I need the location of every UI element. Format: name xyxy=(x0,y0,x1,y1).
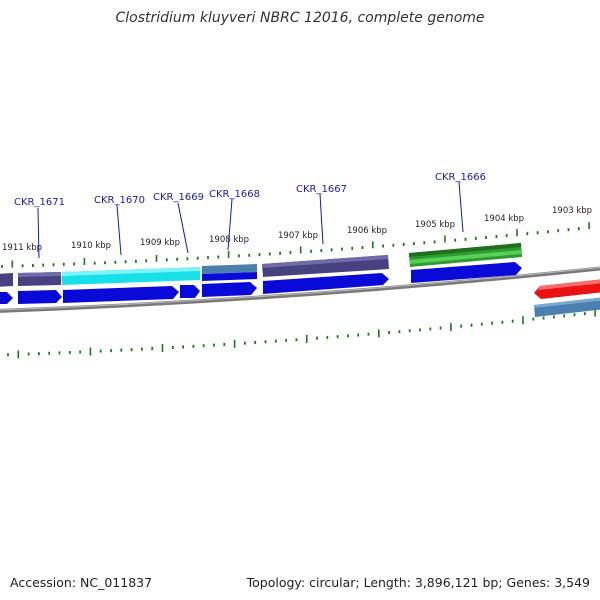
outer-tick-ring xyxy=(1,222,590,268)
gene-arrow-blue xyxy=(0,292,13,304)
gene-feature-dark-blue xyxy=(0,273,13,287)
gene-feature-green xyxy=(409,250,522,264)
kbp-label: 1904 kbp xyxy=(484,214,524,224)
gene-feature-blue xyxy=(202,272,257,281)
gene-arrow-blue xyxy=(411,262,522,283)
gene-feature-green xyxy=(409,243,521,257)
accession-text: Accession: NC_011837 xyxy=(10,575,153,590)
genome-backbone xyxy=(0,266,600,313)
gene-feature-steel xyxy=(202,264,257,274)
gene-label-ckr-1669[interactable]: CKR_1669 xyxy=(153,192,204,203)
gene-feature-cyan xyxy=(62,267,200,276)
gene-label-ckr-1668[interactable]: CKR_1668 xyxy=(209,189,260,200)
kbp-label: 1903 kbp xyxy=(552,206,592,216)
kbp-label: 1907 kbp xyxy=(278,231,318,241)
inner-tick-ring xyxy=(7,308,596,359)
gene-leader-lines xyxy=(37,181,464,259)
gene-arrow-red xyxy=(538,279,600,290)
gene-labels: CKR_1671 CKR_1670 CKR_1669 CKR_1668 CKR_… xyxy=(14,172,486,208)
gene-feature-dark-blue xyxy=(18,272,61,277)
gene-feature-steel xyxy=(534,297,600,317)
gene-feature-dark-blue xyxy=(262,255,388,268)
gene-label-ckr-1666[interactable]: CKR_1666 xyxy=(435,172,486,183)
map-title: Clostridium kluyveri NBRC 12016, complet… xyxy=(115,10,485,26)
gene-label-ckr-1671[interactable]: CKR_1671 xyxy=(14,197,65,208)
kbp-label: 1906 kbp xyxy=(347,226,387,236)
reverse-strand-track xyxy=(534,279,600,317)
genome-backbone-highlight xyxy=(0,267,600,311)
upper-gene-track xyxy=(0,243,522,287)
gene-label-ckr-1667[interactable]: CKR_1667 xyxy=(296,184,347,195)
gene-feature-steel xyxy=(534,297,600,308)
kbp-label: 1909 kbp xyxy=(140,238,180,248)
gene-arrow-blue xyxy=(202,282,257,297)
kbp-label: 1910 kbp xyxy=(71,241,111,251)
forward-strand-track xyxy=(0,262,522,304)
gene-arrow-blue xyxy=(263,273,389,294)
gene-arrow-blue xyxy=(18,290,62,304)
gene-label-ckr-1670[interactable]: CKR_1670 xyxy=(94,195,145,206)
gene-arrow-blue xyxy=(180,285,200,298)
kbp-label: 1911 kbp xyxy=(2,243,42,253)
kbp-label: 1905 kbp xyxy=(415,220,455,230)
gene-arrow-blue xyxy=(63,286,179,303)
genome-summary-text: Topology: circular; Length: 3,896,121 bp… xyxy=(246,575,590,590)
